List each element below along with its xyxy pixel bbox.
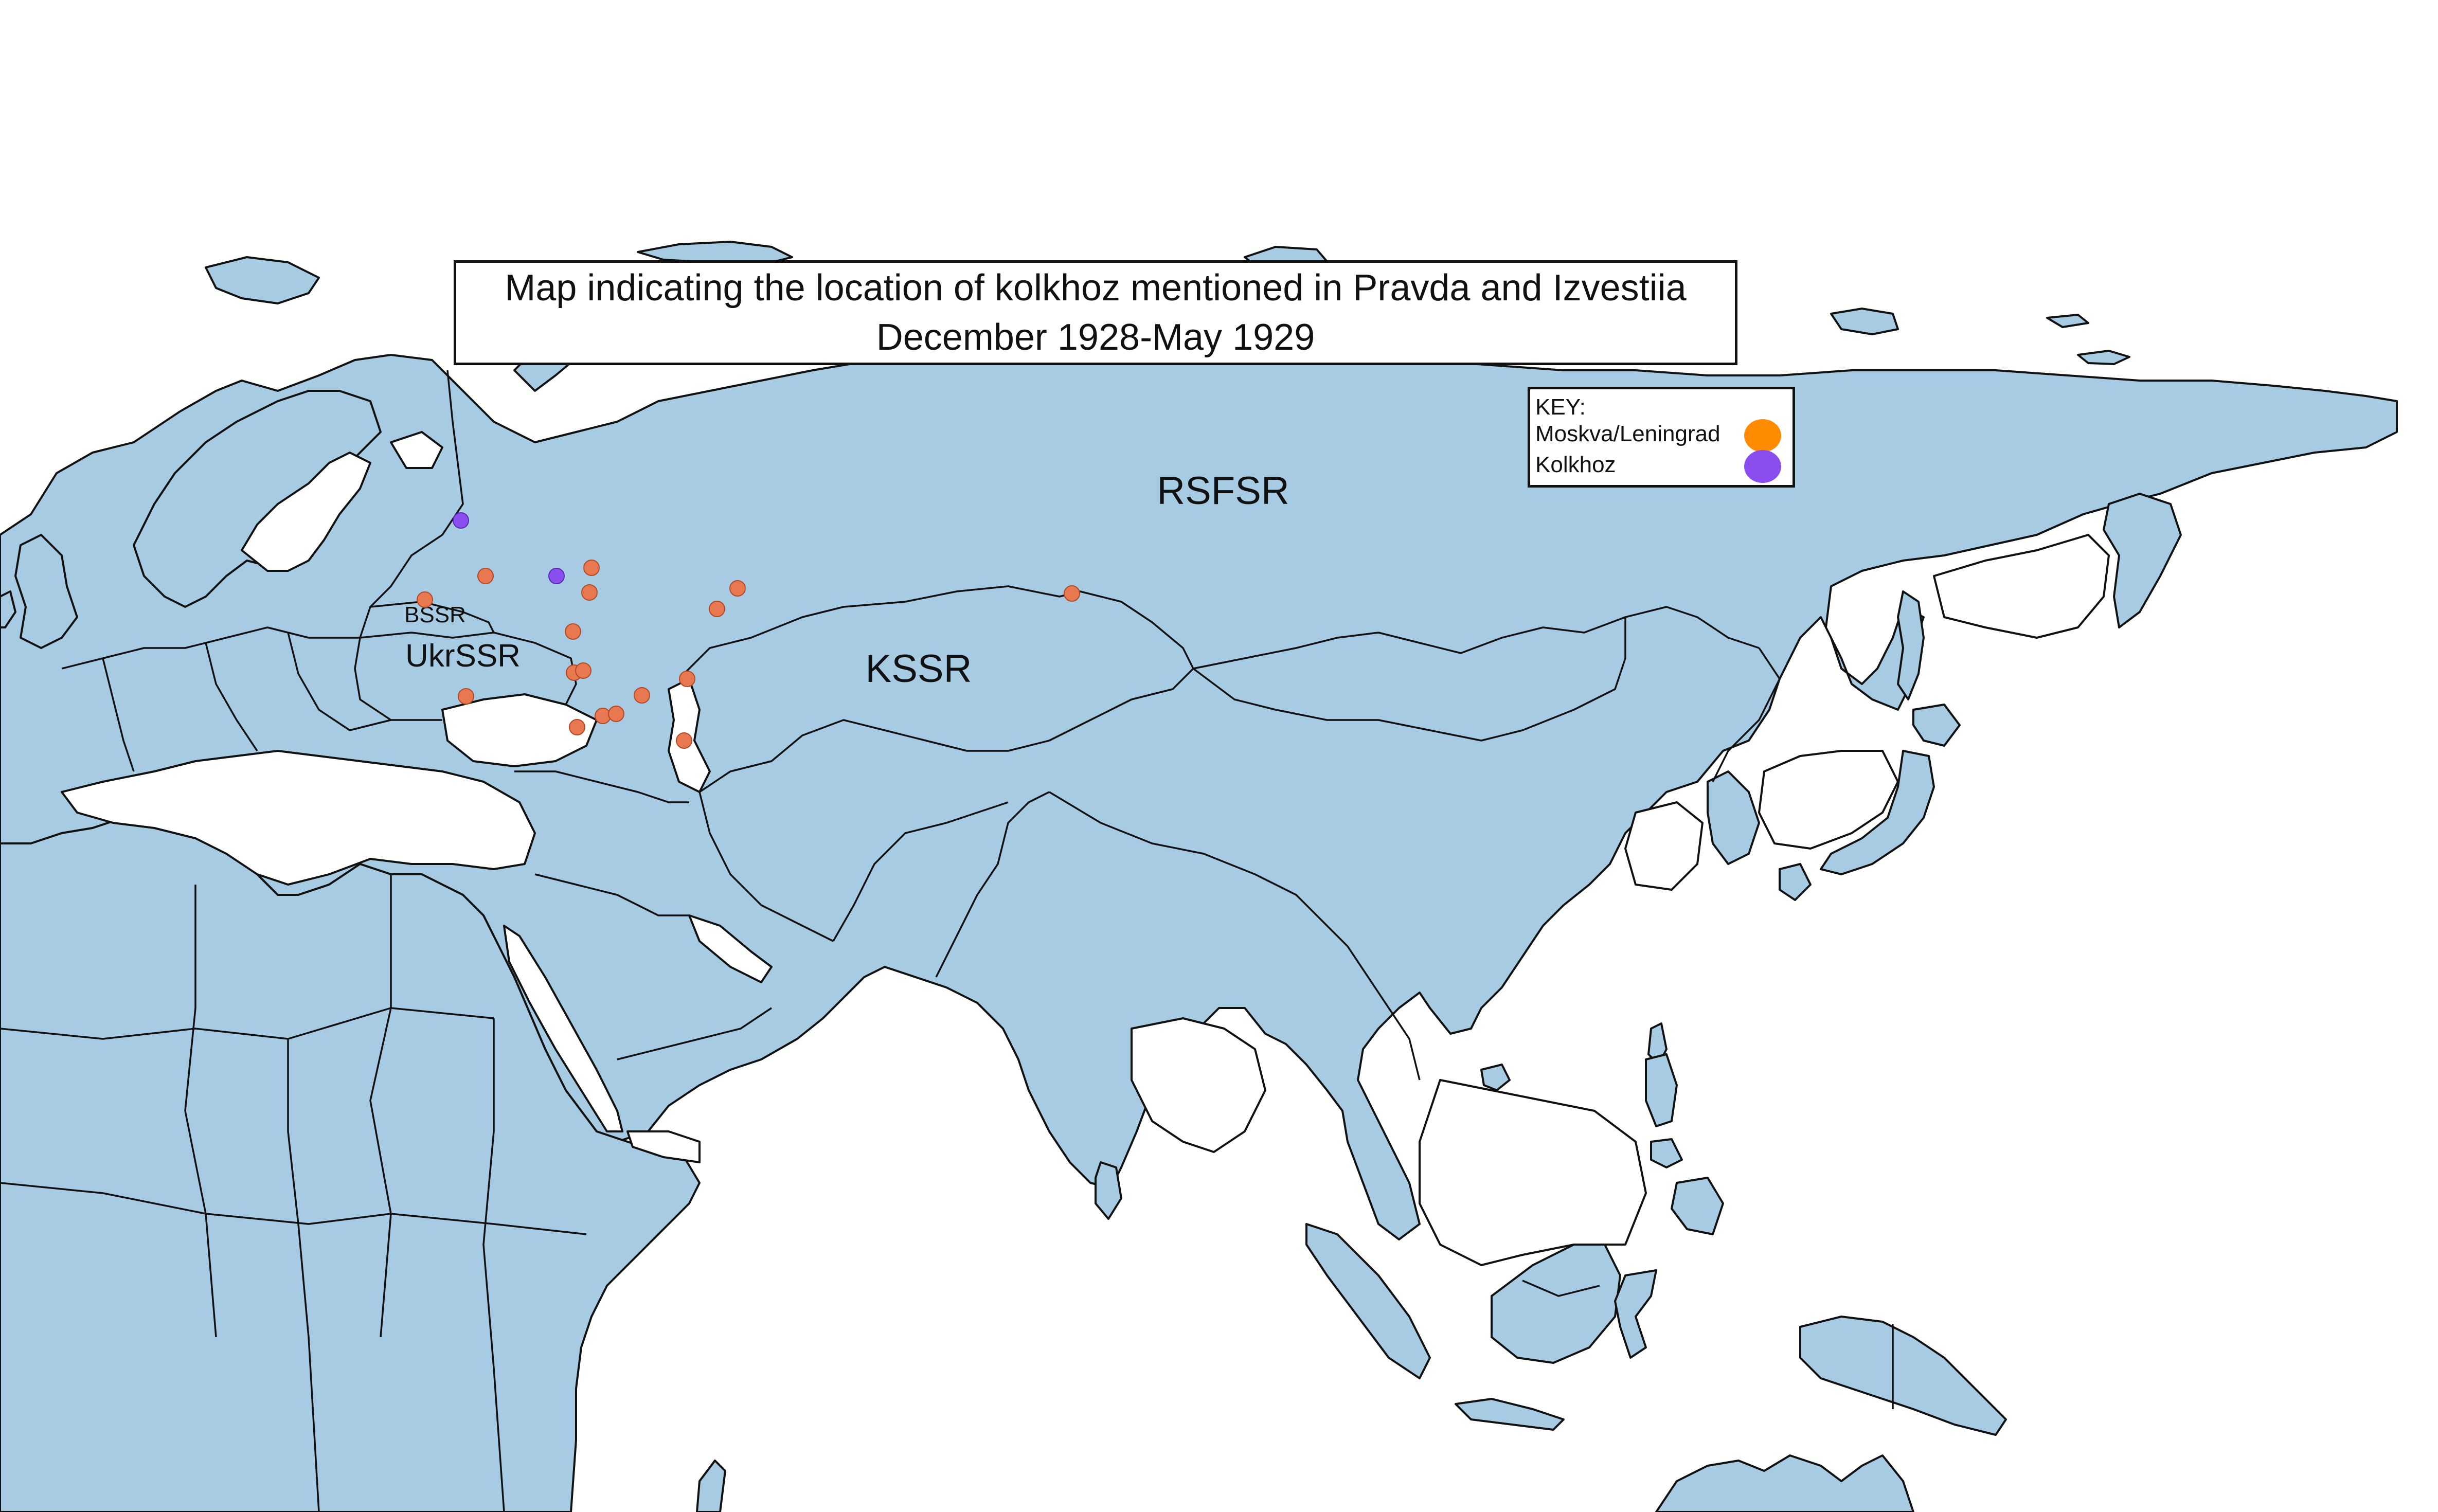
border-africa-6 xyxy=(482,1018,505,1512)
leningrad-marker[interactable] xyxy=(453,512,469,529)
borneo xyxy=(1491,1244,1621,1364)
black-sea xyxy=(441,693,598,767)
kolkhoz-marker[interactable] xyxy=(581,584,598,601)
legend-swatch-purple xyxy=(1744,450,1781,483)
philippines-luzon xyxy=(1645,1053,1678,1127)
legend-item-kolkhoz: Kolkhoz xyxy=(1535,450,1787,483)
kolkhoz-marker[interactable] xyxy=(676,732,692,749)
sakhalin xyxy=(1897,590,1925,700)
kolkhoz-markers xyxy=(417,560,1080,749)
kamchatka xyxy=(2103,493,2182,628)
border-afghanistan xyxy=(832,801,1009,942)
kolkhoz-marker[interactable] xyxy=(595,708,611,724)
map-title-line1: Map indicating the location of kolkhoz m… xyxy=(505,267,1687,309)
legend-heading: KEY: xyxy=(1535,394,1586,420)
border-europe-3 xyxy=(205,642,258,751)
mediterranean-sea xyxy=(61,750,536,886)
white-sea xyxy=(390,431,443,469)
border-arabia xyxy=(534,873,689,916)
label-bssr: BSSR xyxy=(404,602,466,627)
yellow-sea xyxy=(1624,801,1704,891)
border-iran xyxy=(698,791,834,942)
border-pakistan-india xyxy=(935,791,1050,978)
kolkhoz-marker[interactable] xyxy=(634,687,650,704)
kolkhoz-marker[interactable] xyxy=(417,591,433,608)
kolkhoz-marker[interactable] xyxy=(729,580,746,597)
border-china-manchuria xyxy=(1712,647,1781,782)
persian-gulf xyxy=(688,914,773,983)
label-kssr: KSSR xyxy=(866,647,972,691)
honshu xyxy=(1820,750,1935,875)
border-africa-5 xyxy=(287,1039,320,1512)
border-china-north xyxy=(1193,606,1760,670)
kolkhoz-marker[interactable] xyxy=(477,568,494,584)
korea xyxy=(1707,770,1760,865)
kolkhoz-marker[interactable] xyxy=(569,719,585,735)
new-siberian-islands xyxy=(1830,308,1899,335)
arctic-islet-1 xyxy=(2046,314,2089,328)
sri-lanka xyxy=(1095,1161,1122,1220)
kyushu xyxy=(1779,863,1812,901)
gulf-of-aden xyxy=(626,1130,701,1163)
britain xyxy=(14,534,78,649)
border-africa-3 xyxy=(0,1007,494,1040)
kolkhoz-marker[interactable] xyxy=(608,706,624,722)
legend-item-moskva-leningrad: Moskva/Leningrad xyxy=(1535,419,1787,452)
border-africa-2 xyxy=(369,874,392,1338)
south-china-sea xyxy=(1419,1079,1647,1266)
border-europe-4 xyxy=(287,632,391,731)
philippines-mindanao xyxy=(1671,1177,1724,1235)
map-title-box: Map indicating the location of kolkhoz m… xyxy=(454,260,1737,365)
map-title-line2: December 1928-May 1929 xyxy=(876,317,1315,358)
baltic-sea xyxy=(241,452,371,572)
new-guinea xyxy=(1799,1316,2007,1436)
wrangel-island xyxy=(2077,350,2130,365)
sea-of-okhotsk xyxy=(1933,534,2110,639)
red-sea xyxy=(503,925,623,1132)
hainan xyxy=(1480,1064,1511,1091)
hokkaido xyxy=(1912,704,1961,747)
ireland xyxy=(0,590,16,628)
border-africa-4 xyxy=(0,1182,587,1235)
kolkhoz-marker[interactable] xyxy=(583,560,600,576)
legend-label-kolkhoz: Kolkhoz xyxy=(1535,452,1616,477)
sulawesi xyxy=(1614,1269,1657,1359)
border-borneo xyxy=(1522,1280,1600,1297)
bay-of-bengal xyxy=(1131,1017,1266,1153)
label-rsfsr: RSFSR xyxy=(1157,469,1289,513)
kolkhoz-marker[interactable] xyxy=(1064,585,1080,602)
border-africa-1 xyxy=(184,885,217,1338)
moskva-marker[interactable] xyxy=(548,568,565,584)
kolkhoz-marker[interactable] xyxy=(575,662,591,679)
border-himalaya xyxy=(1049,791,1349,947)
sumatra xyxy=(1305,1223,1431,1379)
border-se-asia xyxy=(1347,946,1421,1081)
kolkhoz-marker[interactable] xyxy=(565,623,581,640)
label-ukrssr: UkrSSR xyxy=(405,638,521,674)
border-turkey xyxy=(514,770,689,803)
border-europe-2 xyxy=(102,658,135,772)
madagascar xyxy=(696,1460,726,1512)
border-bssr xyxy=(370,601,495,633)
kolkhoz-marker[interactable] xyxy=(458,688,474,705)
border-kssr-north xyxy=(683,585,1194,675)
border-mongolia xyxy=(1192,617,1626,742)
legend: KEY: Moskva/Leningrad Kolkhoz xyxy=(1528,387,1795,488)
moskva-leningrad-markers xyxy=(453,512,565,584)
legend-swatch-orange xyxy=(1744,419,1781,452)
sea-of-japan xyxy=(1758,750,1899,850)
border-arabia-south xyxy=(617,1007,772,1060)
australia xyxy=(1655,1454,1914,1512)
kolkhoz-marker[interactable] xyxy=(709,601,725,617)
legend-label-moskva-leningrad: Moskva/Leningrad xyxy=(1535,421,1720,446)
java xyxy=(1455,1398,1565,1431)
philippines-visayas xyxy=(1650,1138,1683,1168)
border-kssr-south xyxy=(699,668,1194,793)
svalbard-islands xyxy=(205,256,320,304)
kolkhoz-marker[interactable] xyxy=(679,671,695,687)
